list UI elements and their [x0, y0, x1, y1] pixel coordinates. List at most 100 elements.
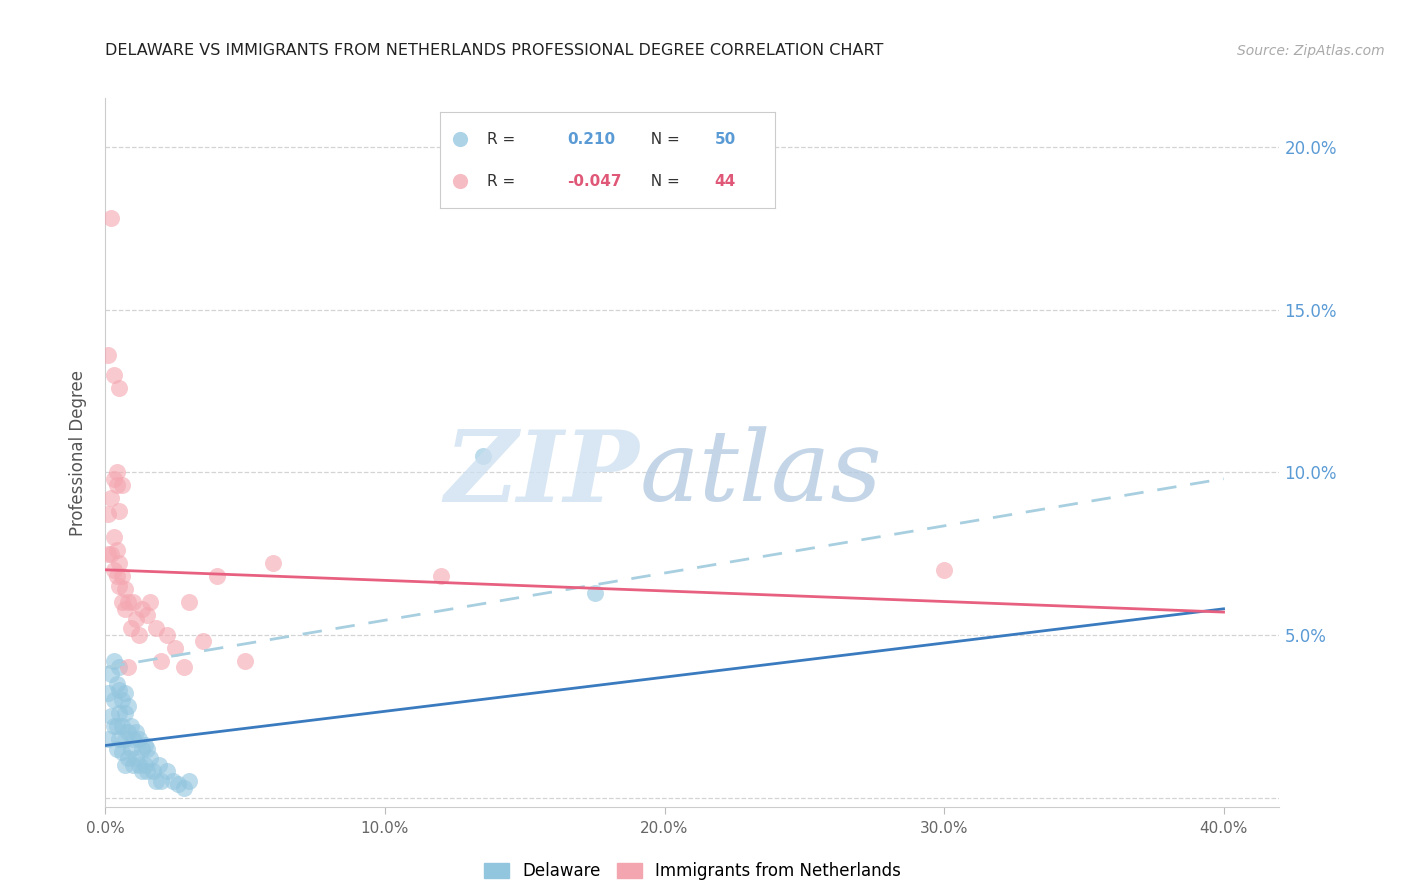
Point — [262, 556, 284, 570]
Point — [122, 758, 145, 772]
Point — [114, 686, 136, 700]
Point — [114, 706, 136, 720]
Point — [117, 725, 139, 739]
Point — [125, 725, 148, 739]
Point — [108, 579, 131, 593]
Point — [430, 569, 453, 583]
Point — [108, 660, 131, 674]
Point — [131, 741, 153, 756]
Point — [173, 780, 195, 795]
Point — [173, 660, 195, 674]
Point — [105, 569, 128, 583]
Point — [136, 608, 159, 623]
Point — [932, 563, 955, 577]
Point — [111, 478, 134, 492]
Point — [108, 706, 131, 720]
Point — [471, 449, 494, 463]
Point — [131, 764, 153, 779]
Point — [114, 602, 136, 616]
Point — [103, 654, 125, 668]
Point — [179, 595, 201, 609]
Point — [105, 741, 128, 756]
Point — [150, 654, 173, 668]
Point — [120, 741, 142, 756]
Text: atlas: atlas — [640, 426, 883, 522]
Point — [125, 751, 148, 765]
Point — [142, 764, 165, 779]
Point — [97, 348, 120, 362]
Point — [105, 543, 128, 558]
Point — [139, 595, 162, 609]
Text: DELAWARE VS IMMIGRANTS FROM NETHERLANDS PROFESSIONAL DEGREE CORRELATION CHART: DELAWARE VS IMMIGRANTS FROM NETHERLANDS … — [105, 43, 884, 58]
Point — [131, 602, 153, 616]
Point — [97, 686, 120, 700]
Point — [103, 719, 125, 733]
Point — [105, 719, 128, 733]
Point — [100, 211, 122, 226]
Point — [108, 556, 131, 570]
Point — [100, 709, 122, 723]
Point — [111, 569, 134, 583]
Point — [120, 719, 142, 733]
Point — [108, 504, 131, 518]
Point — [139, 751, 162, 765]
Point — [97, 731, 120, 746]
Point — [128, 628, 150, 642]
Point — [111, 693, 134, 707]
Point — [111, 719, 134, 733]
Point — [179, 774, 201, 789]
Point — [108, 731, 131, 746]
Point — [156, 628, 179, 642]
Point — [105, 478, 128, 492]
Point — [114, 582, 136, 597]
Point — [122, 731, 145, 746]
Point — [117, 699, 139, 714]
Point — [114, 758, 136, 772]
Point — [148, 758, 170, 772]
Point — [114, 731, 136, 746]
Point — [162, 774, 184, 789]
Point — [165, 640, 187, 655]
Point — [103, 530, 125, 544]
Point — [122, 595, 145, 609]
Point — [145, 774, 167, 789]
Text: Source: ZipAtlas.com: Source: ZipAtlas.com — [1237, 44, 1385, 58]
Point — [108, 683, 131, 698]
Point — [207, 569, 229, 583]
Point — [100, 547, 122, 561]
Point — [100, 491, 122, 506]
Point — [120, 621, 142, 635]
Point — [117, 595, 139, 609]
Point — [193, 634, 215, 648]
Y-axis label: Professional Degree: Professional Degree — [69, 369, 87, 536]
Point — [111, 595, 134, 609]
Point — [103, 693, 125, 707]
Point — [583, 585, 606, 599]
Point — [117, 660, 139, 674]
Point — [103, 368, 125, 382]
Point — [136, 741, 159, 756]
Point — [125, 611, 148, 625]
Text: ZIP: ZIP — [444, 425, 640, 522]
Point — [167, 777, 190, 791]
Point — [103, 472, 125, 486]
Point — [103, 563, 125, 577]
Point — [145, 621, 167, 635]
Legend: Delaware, Immigrants from Netherlands: Delaware, Immigrants from Netherlands — [484, 863, 901, 880]
Point — [117, 751, 139, 765]
Point — [97, 547, 120, 561]
Point — [105, 465, 128, 479]
Point — [136, 764, 159, 779]
Point — [128, 758, 150, 772]
Point — [128, 731, 150, 746]
Point — [97, 508, 120, 522]
Point — [134, 758, 156, 772]
Point — [111, 745, 134, 759]
Point — [108, 381, 131, 395]
Point — [100, 666, 122, 681]
Point — [156, 764, 179, 779]
Point — [134, 739, 156, 753]
Point — [150, 774, 173, 789]
Point — [233, 654, 256, 668]
Point — [105, 676, 128, 690]
